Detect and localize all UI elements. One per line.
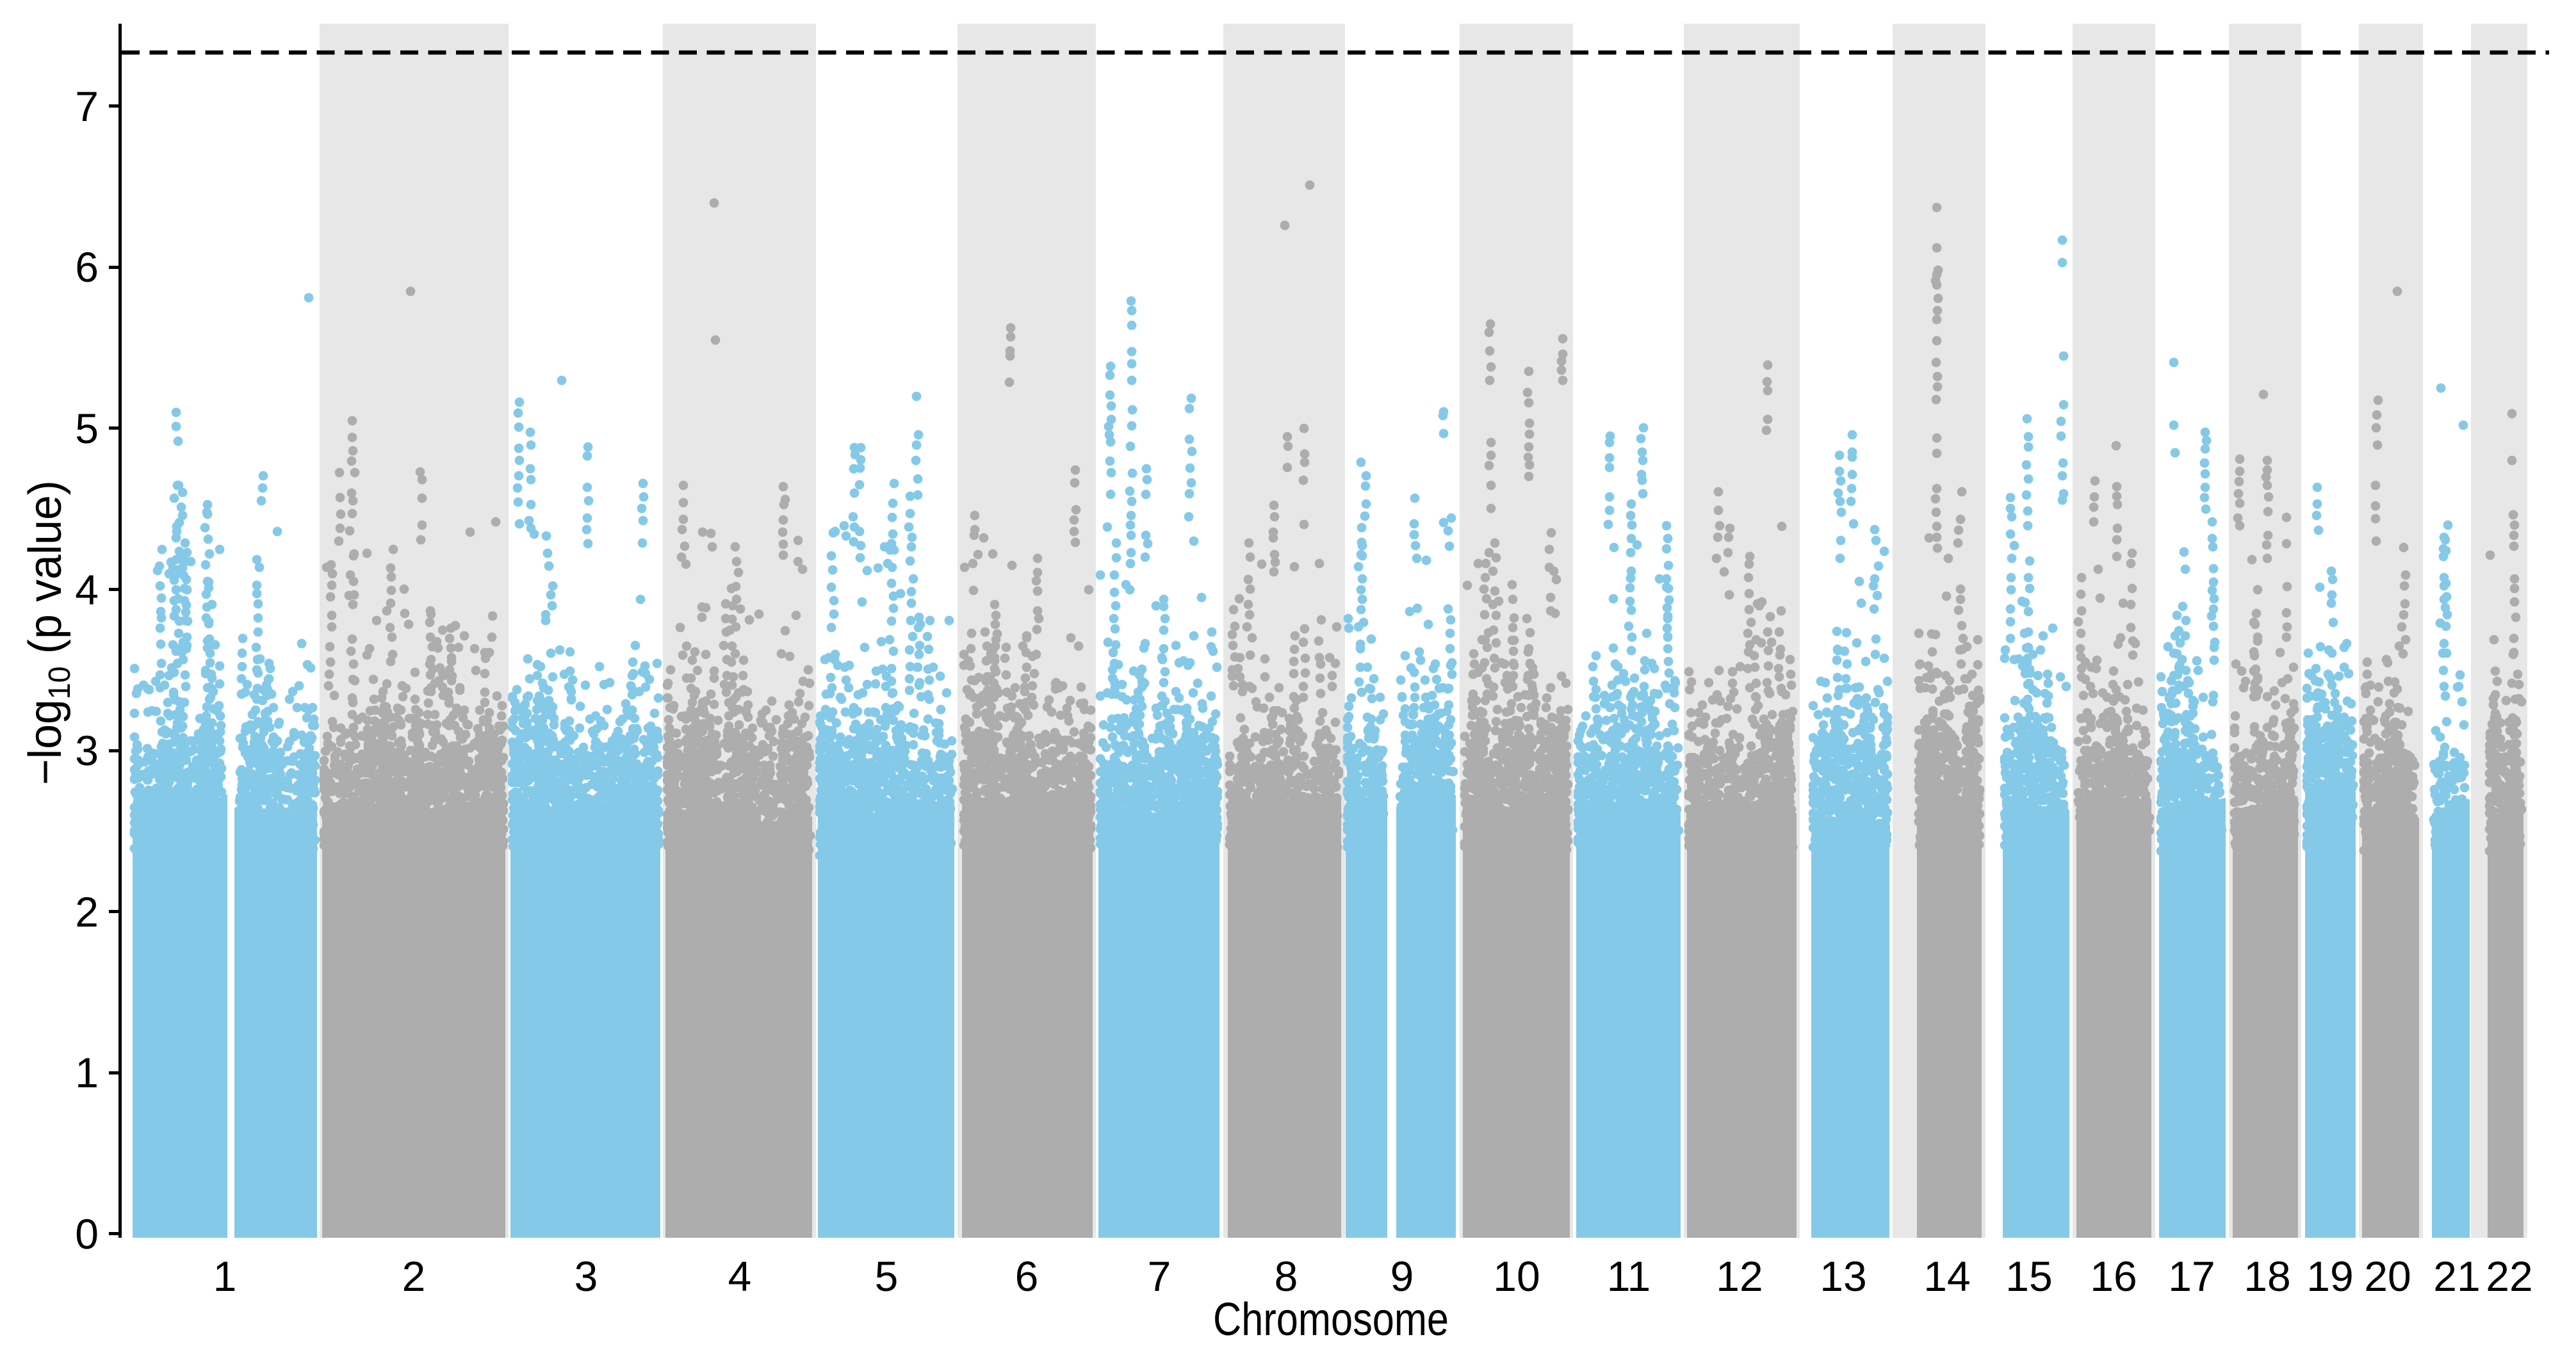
svg-text:1: 1 [213, 1253, 237, 1300]
svg-text:7: 7 [1148, 1253, 1171, 1300]
svg-text:18: 18 [2244, 1253, 2290, 1300]
svg-text:Chromosome: Chromosome [1213, 1294, 1449, 1345]
svg-text:6: 6 [1015, 1253, 1039, 1300]
svg-text:3: 3 [575, 1253, 598, 1300]
svg-text:20: 20 [2364, 1253, 2411, 1300]
svg-text:8: 8 [1275, 1253, 1298, 1300]
svg-text:14: 14 [1923, 1253, 1970, 1300]
svg-text:16: 16 [2090, 1253, 2137, 1300]
svg-text:13: 13 [1820, 1253, 1866, 1300]
svg-text:1: 1 [75, 1049, 99, 1096]
svg-text:12: 12 [1716, 1253, 1763, 1300]
svg-text:22: 22 [2486, 1253, 2532, 1300]
svg-text:4: 4 [728, 1253, 752, 1300]
svg-text:21: 21 [2433, 1253, 2480, 1300]
svg-text:19: 19 [2306, 1253, 2353, 1300]
svg-text:6: 6 [75, 243, 99, 291]
svg-text:5: 5 [875, 1253, 899, 1300]
svg-text:2: 2 [402, 1253, 426, 1300]
svg-text:0: 0 [75, 1210, 99, 1258]
svg-text:10: 10 [1493, 1253, 1540, 1300]
svg-text:2: 2 [75, 888, 99, 936]
svg-text:17: 17 [2168, 1253, 2215, 1300]
svg-text:4: 4 [75, 566, 99, 613]
svg-text:11: 11 [1607, 1253, 1651, 1300]
svg-text:−log10 (p value): −log10 (p value) [20, 480, 77, 785]
svg-text:3: 3 [75, 727, 99, 774]
svg-text:9: 9 [1390, 1253, 1414, 1300]
svg-text:7: 7 [75, 83, 99, 130]
svg-text:15: 15 [2005, 1253, 2052, 1300]
svg-text:5: 5 [75, 405, 99, 452]
